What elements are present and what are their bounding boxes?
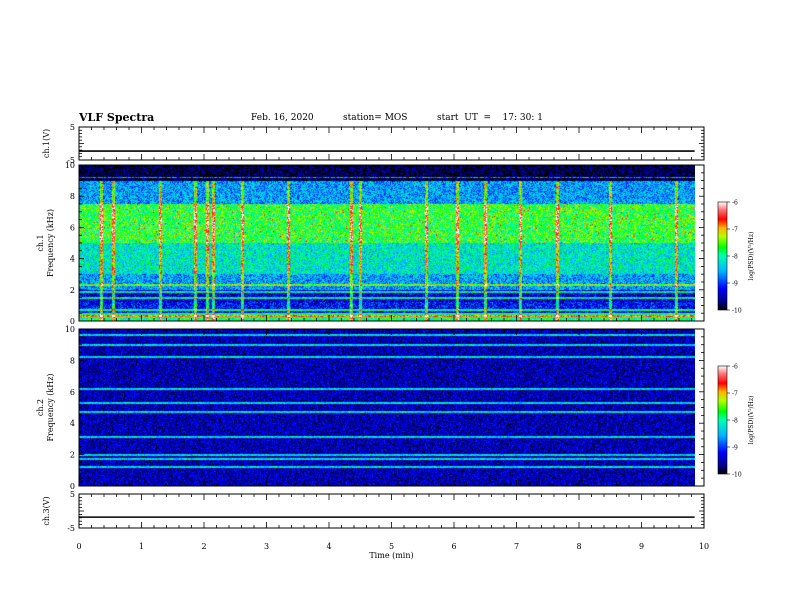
ch1-waveform-y-tick-label: -5 (67, 156, 75, 165)
ch1-waveform-y-label: ch.1(V) (42, 129, 51, 158)
ch1-colorbar-tick-label: -10 (732, 308, 742, 315)
ch1-spectrogram-y-tick-label: 8 (70, 192, 75, 201)
ch2-spectrogram-y-label: Frequency (kHz) (46, 373, 55, 441)
x-tick-label: 5 (389, 542, 394, 551)
x-tick-label: 9 (639, 542, 644, 551)
x-tick-label: 1 (139, 542, 144, 551)
date-label: Feb. 16, 2020 (251, 113, 314, 123)
ch1-colorbar (717, 201, 728, 311)
ch1-colorbar-tick-label: -8 (732, 254, 738, 261)
ch2-colorbar-tick-label: -10 (732, 472, 742, 479)
x-tick-label: 0 (76, 542, 81, 551)
x-tick-label: 6 (451, 542, 456, 551)
ch2-spectrogram-y-label: ch.2 (36, 399, 45, 416)
ch1-spectrogram-image (79, 165, 695, 321)
ch1-colorbar-tick-label: -7 (732, 227, 738, 234)
ch2-spectrogram-y-tick-label: 6 (70, 388, 75, 397)
ch3-waveform-y-tick-label: 5 (70, 490, 75, 499)
ch2-colorbar-tick-label: -8 (732, 418, 738, 425)
chart-title: VLF Spectra (79, 111, 155, 124)
ch2-colorbar-tick-label: -9 (732, 445, 738, 452)
ch1-colorbar-tick-label: -9 (732, 281, 738, 288)
ch2-spectrogram-y-tick-label: 8 (70, 356, 75, 365)
start-time-label: start UT = 17: 30: 1 (437, 113, 543, 123)
ch1-spectrogram-y-label: ch.1 (36, 234, 45, 251)
ch2-colorbar-tick-label: -7 (732, 391, 738, 398)
ch2-spectrogram-image (79, 329, 695, 486)
x-tick-label: 8 (576, 542, 581, 551)
ch1-colorbar-tick-label: -6 (732, 200, 738, 207)
x-axis-label: Time (min) (369, 551, 413, 560)
x-tick-label: 2 (201, 542, 206, 551)
ch2-spectrogram-y-tick-label: 2 (70, 451, 75, 460)
ch1-spectrogram-y-tick-label: 4 (70, 255, 75, 264)
ch1-colorbar-label: log(PSD)(V²/Hz) (748, 232, 755, 281)
ch3-waveform-y-label: ch.3(V) (42, 496, 51, 525)
x-tick-label: 4 (326, 542, 331, 551)
ch2-spectrogram-y-tick-label: 10 (65, 325, 75, 334)
ch1-spectrogram-y-tick-label: 6 (70, 223, 75, 232)
ch1-spectrogram-y-tick-label: 2 (70, 286, 75, 295)
x-tick-label: 7 (514, 542, 519, 551)
ch1-spectrogram-y-tick-label: 0 (70, 317, 75, 326)
ch1-spectrogram-y-label: Frequency (kHz) (46, 209, 55, 277)
ch2-spectrogram-y-tick-label: 4 (70, 419, 75, 428)
x-tick-label: 10 (699, 542, 709, 551)
ch2-spectrogram-y-tick-label: 0 (70, 482, 75, 491)
ch2-colorbar-tick-label: -6 (732, 364, 738, 371)
station-label: station= MOS (343, 113, 408, 123)
ch1-waveform-y-tick-label: 5 (70, 123, 75, 132)
x-tick-label: 3 (264, 542, 269, 551)
ch3-waveform-y-tick-label: -5 (67, 524, 75, 533)
ch2-colorbar-label: log(PSD)(V²/Hz) (748, 396, 755, 445)
ch1-spectrogram-y-tick-label: 10 (65, 161, 75, 170)
ch2-colorbar (717, 365, 728, 475)
